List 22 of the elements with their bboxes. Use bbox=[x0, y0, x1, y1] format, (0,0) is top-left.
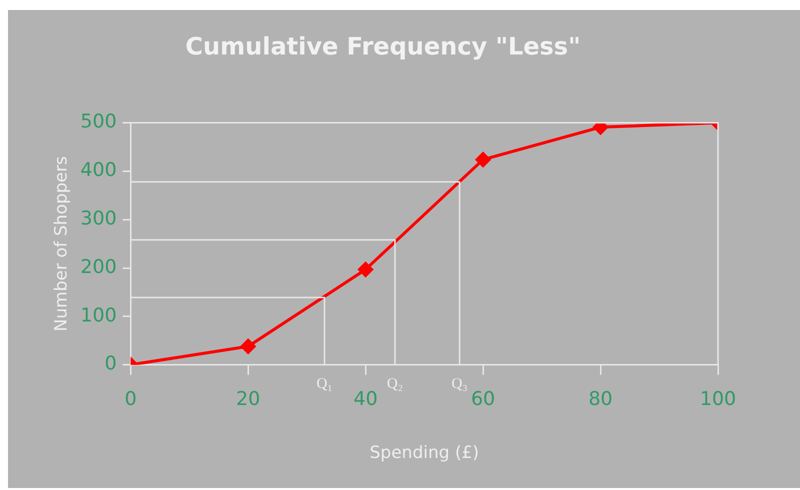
y-tick-label: 0 bbox=[104, 352, 117, 375]
x-tick-label: 100 bbox=[700, 388, 736, 410]
y-tick-label: 200 bbox=[80, 256, 117, 278]
x-tick-label: 40 bbox=[354, 388, 378, 410]
annotation: Q₃ bbox=[452, 376, 468, 392]
y-tick-label: 500 bbox=[80, 110, 117, 133]
point bbox=[476, 152, 491, 168]
y-tick-label: 300 bbox=[80, 208, 117, 230]
chart-title: Cumulative Frequency "Less" bbox=[185, 32, 581, 61]
y-tick-label: 400 bbox=[80, 159, 117, 182]
x-tick-label: 20 bbox=[236, 388, 260, 410]
annotation: Q₂ bbox=[386, 376, 403, 392]
point bbox=[240, 338, 256, 354]
point bbox=[593, 122, 608, 135]
x-tick-label: 0 bbox=[124, 388, 137, 410]
point bbox=[358, 262, 374, 277]
x-axis-title: Spending (£) bbox=[370, 443, 480, 464]
x-tick-label: 60 bbox=[470, 388, 496, 410]
x-tick-label: 80 bbox=[588, 388, 613, 410]
annotation: Q₁ bbox=[316, 376, 333, 392]
y-tick-label: 100 bbox=[80, 304, 117, 326]
y-axis-title: Number of Shoppers bbox=[52, 156, 72, 332]
